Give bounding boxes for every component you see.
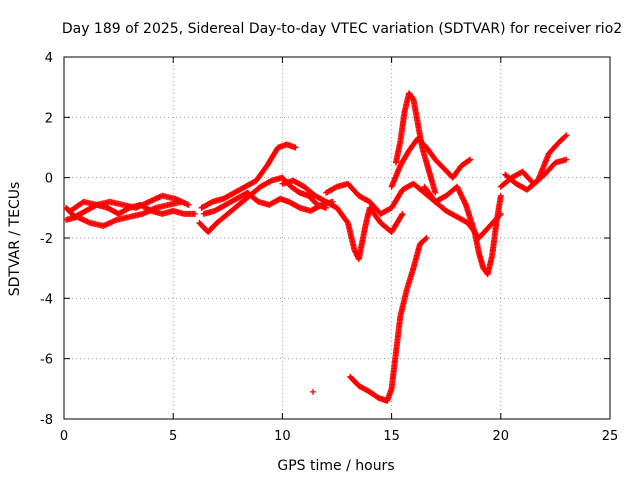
data-point	[562, 133, 569, 140]
data-point	[423, 235, 430, 241]
tick-layer: 0 5 10 15 20 25 -8 -6 -4 -2 0 2 4	[40, 51, 618, 444]
series-sat-track-8	[323, 180, 439, 217]
data-point	[563, 156, 570, 163]
data-point	[398, 212, 405, 219]
series-sat-track-2	[63, 198, 185, 229]
y-tick-label: 4	[45, 51, 53, 66]
y-tick-label: -6	[40, 353, 53, 368]
data-point	[185, 201, 192, 208]
data-point	[497, 210, 504, 217]
data-point	[292, 144, 299, 151]
y-tick-label: -4	[40, 292, 53, 307]
series-sat-track-5	[198, 141, 299, 211]
series-sat-track-9	[347, 235, 430, 404]
data-point	[399, 210, 406, 217]
series-sat-track-15	[502, 132, 570, 193]
series-sat-track-7	[279, 177, 406, 263]
series-sat-track-3	[67, 192, 192, 214]
data-point	[466, 157, 473, 164]
y-tick-label: 0	[45, 172, 53, 187]
grid-layer	[64, 57, 610, 419]
series-sat-track-13	[432, 198, 504, 241]
data-point	[563, 132, 570, 139]
y-tick-label: -8	[40, 413, 53, 428]
series-sat-track-11	[388, 135, 474, 190]
data-point	[422, 236, 429, 243]
series-sat-track-12	[421, 183, 504, 278]
x-axis-label: GPS time / hours	[277, 458, 394, 474]
x-tick-label: 20	[493, 429, 510, 444]
data-point	[497, 192, 504, 199]
chart-title: Day 189 of 2025, Sidereal Day-to-day VTE…	[62, 21, 622, 37]
data-point	[309, 388, 316, 395]
series-sat-track-10	[392, 90, 439, 196]
data-point	[467, 156, 474, 163]
y-tick-label: -2	[40, 232, 53, 247]
data-layer	[63, 90, 570, 404]
y-axis-label: SDTVAR / TECUs	[7, 182, 23, 297]
data-point	[496, 211, 503, 218]
y-tick-label: 2	[45, 111, 53, 126]
x-tick-label: 0	[60, 429, 68, 444]
data-point	[192, 210, 199, 217]
x-tick-label: 5	[169, 429, 177, 444]
x-tick-label: 10	[274, 429, 291, 444]
series-outlier	[309, 388, 316, 395]
data-point	[432, 189, 439, 196]
x-tick-label: 25	[602, 429, 619, 444]
x-tick-label: 15	[383, 429, 400, 444]
